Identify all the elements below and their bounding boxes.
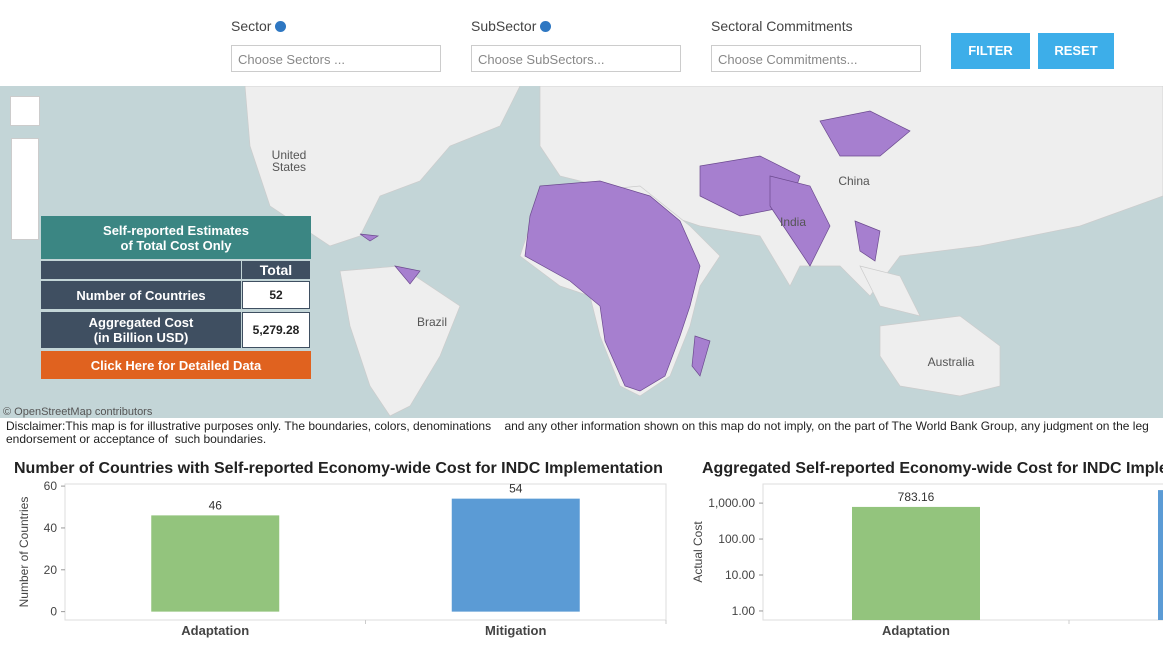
- x-tick-label: Mitigation: [485, 623, 546, 638]
- commitments-select[interactable]: Choose Commitments...: [711, 45, 921, 72]
- summary-value: 52: [242, 281, 310, 309]
- map-label: China: [838, 174, 870, 188]
- search-button[interactable]: [10, 96, 40, 126]
- y-tick-label: 10.00: [725, 568, 755, 582]
- value-label: 54: [509, 482, 523, 496]
- y-tick-label: 20: [44, 563, 58, 577]
- bar: [1158, 490, 1163, 620]
- chart: Aggregated Self-reported Economy-wide Co…: [691, 460, 1163, 638]
- map-controls[interactable]: [11, 138, 39, 240]
- map-label: Brazil: [417, 315, 447, 329]
- y-tick-label: 0: [50, 605, 57, 619]
- bar: [451, 498, 580, 612]
- summary-column: Total: [242, 261, 310, 279]
- map-label: Australia: [928, 355, 975, 369]
- y-tick-label: 100.00: [718, 532, 755, 546]
- summary-row-label: Number of Countries: [41, 281, 241, 309]
- bar: [852, 506, 980, 620]
- detail-button[interactable]: Click Here for Detailed Data: [41, 351, 311, 379]
- sector-select[interactable]: Choose Sectors ...: [231, 45, 441, 72]
- reset-button[interactable]: RESET: [1038, 33, 1114, 69]
- map-label: India: [780, 215, 806, 229]
- x-tick-label: Adaptation: [181, 623, 249, 638]
- value-label: 46: [209, 498, 223, 512]
- summary-header-blank: [41, 261, 241, 279]
- filter-label: Sector: [231, 18, 287, 34]
- y-axis-label: Actual Cost: [691, 521, 705, 583]
- map-label: United States: [272, 148, 307, 174]
- x-tick-label: Adaptation: [882, 623, 950, 638]
- y-tick-label: 1.00: [732, 604, 756, 618]
- y-tick-label: 60: [44, 479, 58, 493]
- summary-title: Self-reported Estimates of Total Cost On…: [41, 216, 311, 259]
- filter-button[interactable]: FILTER: [951, 33, 1030, 69]
- filter-label: SubSector: [471, 18, 552, 34]
- y-tick-label: 1,000.00: [708, 496, 755, 510]
- y-axis-label: Number of Countries: [17, 497, 31, 608]
- y-tick-label: 40: [44, 521, 58, 535]
- summary-value: 5,279.28: [242, 312, 310, 348]
- filter-label: Sectoral Commitments: [711, 18, 853, 34]
- disclaimer: Disclaimer:This map is for illustrative …: [6, 419, 1149, 446]
- chart: Number of Countries with Self-reported E…: [14, 460, 667, 638]
- label-text: SubSector: [471, 18, 537, 34]
- subsector-select[interactable]: Choose SubSectors...: [471, 45, 681, 72]
- bar: [151, 515, 280, 612]
- map-attribution: © OpenStreetMap contributors: [3, 406, 153, 418]
- label-text: Sector: [231, 18, 272, 34]
- value-label: 783.16: [898, 490, 935, 504]
- summary-row-label: Aggregated Cost (in Billion USD): [41, 312, 241, 348]
- chart-title: Number of Countries with Self-reported E…: [14, 460, 663, 477]
- chart-title: Aggregated Self-reported Economy-wide Co…: [702, 460, 1163, 477]
